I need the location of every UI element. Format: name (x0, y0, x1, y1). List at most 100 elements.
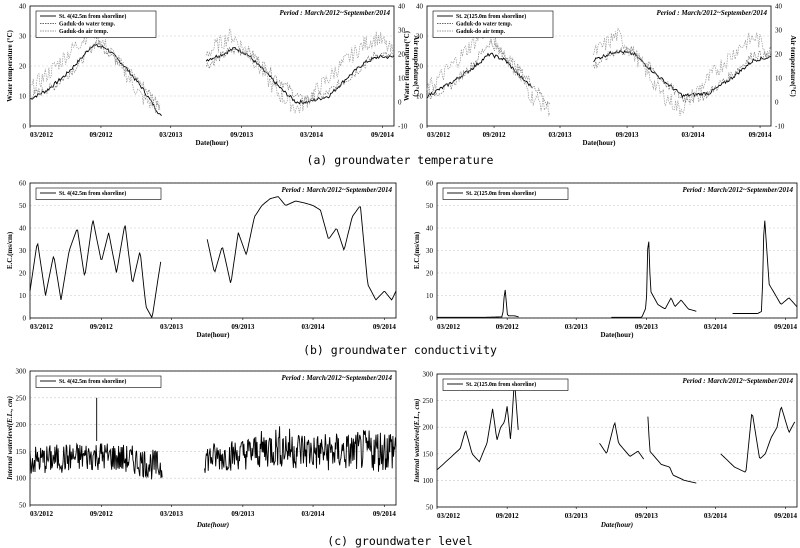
x-tick-label: 09/2013 (635, 323, 658, 331)
y-tick-label: 20 (19, 270, 27, 278)
caption-a: (a) groundwater temperature (307, 153, 494, 167)
x-tick-label: 03/2012 (427, 131, 450, 139)
plot-frame (436, 373, 798, 508)
legend-label: Gaduk-do water temp. (59, 22, 116, 28)
period-label: Period : March/2012~September/2014 (682, 377, 793, 385)
x-tick-label: 03/2013 (565, 323, 588, 331)
x-axis-title: Date(hour) (582, 139, 616, 147)
x-tick-label: 09/2012 (496, 323, 519, 331)
y-tick-label: 100 (16, 475, 27, 483)
x-tick-label: 03/2012 (30, 510, 53, 518)
y-tick-label: 30 (416, 33, 424, 41)
x-tick-label: 09/2014 (774, 323, 797, 331)
legend-label: St. 2(125.0m from shoreline) (466, 190, 536, 197)
x-tick-label: 09/2014 (774, 512, 797, 520)
y-tick-label: 20 (19, 63, 27, 71)
y-tick-label: 50 (426, 504, 434, 512)
y-right-tick-label: 20 (775, 51, 783, 59)
y-right-tick-label: 10 (775, 75, 783, 83)
y-right-tick-label: -10 (398, 123, 408, 131)
x-tick-label: 09/2013 (635, 512, 658, 520)
series-line-2 (29, 39, 161, 110)
series-line-1 (611, 241, 697, 318)
y-right-tick-label: 30 (775, 27, 783, 35)
y-tick-label: 40 (19, 225, 27, 233)
series-line-1 (732, 220, 798, 314)
legend-label: Gaduk-do air temp. (59, 29, 109, 35)
y-tick-label: 10 (19, 292, 27, 300)
y-axis-title: Internal waterlevel(E.L., cm) (413, 399, 421, 484)
x-axis-title: Date(hour) (195, 139, 229, 147)
y-right-tick-label: 10 (398, 75, 406, 83)
series-line-3 (593, 27, 772, 116)
y-tick-label: 50 (19, 202, 27, 210)
series-line-2 (593, 45, 772, 104)
y-right-tick-label: 0 (398, 99, 402, 107)
series-line-3 (29, 23, 161, 114)
y-tick-label: 150 (423, 450, 434, 458)
y-tick-label: 10 (416, 93, 424, 101)
series-line-3 (426, 24, 551, 117)
period-label: Period : March/2012~September/2014 (281, 374, 392, 382)
caption-b: (b) groundwater conductivity (303, 343, 497, 357)
y-axis-title: E.C.(ms/cm) (6, 231, 14, 269)
x-tick-label: 03/2014 (302, 323, 325, 331)
x-tick-label: 03/2014 (704, 512, 727, 520)
period-label: Period : March/2012~September/2014 (682, 186, 793, 194)
x-tick-label: 09/2014 (749, 131, 772, 139)
legend-box (35, 187, 162, 200)
y-axis-title: Water temperature (°C) (6, 29, 14, 101)
x-tick-label: 03/2012 (30, 131, 53, 139)
y-tick-label: 0 (23, 123, 27, 131)
legend-label: St. 2(125.0m from shoreline) (466, 381, 536, 388)
plot-frame (29, 182, 397, 319)
series-line-1 (426, 52, 533, 99)
y-right-axis-title: Air temperature(°C) (789, 35, 797, 97)
legend-box (35, 375, 162, 388)
plot-frame (436, 182, 798, 319)
y-tick-label: 300 (16, 368, 27, 376)
x-tick-label: 03/2012 (437, 323, 460, 331)
x-tick-label: 03/2013 (565, 512, 588, 520)
y-axis-title: Internal waterlevel(E.L., cm) (6, 396, 14, 481)
series-line-1 (29, 43, 162, 117)
chart-panel-3: 0 10 20 30 40 50 60 03/2012 09/2012 03/2013 09/201… (6, 180, 397, 339)
chart-panel-4: 0 10 20 30 40 50 60 03/2012 09/2012 03/2013 09/201… (413, 180, 798, 340)
legend-label: Gaduk-do air temp. (456, 29, 506, 35)
y-tick-label: 250 (16, 394, 27, 402)
plot-frame (29, 370, 397, 506)
series-line-1 (29, 442, 163, 480)
x-tick-label: 09/2012 (496, 512, 519, 520)
x-tick-label: 03/2013 (160, 323, 183, 331)
y-tick-label: 250 (423, 397, 434, 405)
y-tick-label: 20 (426, 270, 434, 278)
y-tick-label: 100 (423, 477, 434, 485)
y-tick-label: 150 (16, 448, 27, 456)
series-line-1 (599, 421, 645, 460)
x-tick-label: 03/2013 (160, 510, 183, 518)
series-line-1 (647, 416, 697, 484)
series-line-1 (436, 385, 519, 471)
legend-label: St. 4(42.5m from shoreline) (59, 190, 126, 197)
x-tick-label: 09/2013 (616, 131, 639, 139)
x-tick-label: 03/2013 (159, 131, 182, 139)
y-axis-title: Water temperature(°C) (403, 30, 411, 101)
x-tick-label: 09/2013 (231, 323, 254, 331)
series-line-1 (593, 49, 772, 99)
chart-panel-5: 50 100 150 200 250 300 03/2012 09/2012 03/2013 09… (6, 368, 397, 529)
legend-box (35, 10, 157, 38)
legend-box (432, 10, 554, 38)
x-tick-label: 09/2014 (371, 131, 394, 139)
legend-label: Gaduk-do water temp. (456, 22, 513, 28)
y-tick-label: 10 (426, 292, 434, 300)
x-axis-title: Date(hour) (196, 331, 230, 339)
x-tick-label: 09/2012 (89, 131, 112, 139)
legend-label: St. 4(42.5m from shoreline) (59, 13, 126, 20)
period-label: Period : March/2012~September/2014 (281, 186, 392, 194)
y-tick-label: 0 (23, 315, 27, 323)
y-tick-label: 40 (19, 3, 27, 11)
series-line-1 (437, 289, 519, 318)
x-tick-label: 03/2014 (704, 323, 727, 331)
x-tick-label: 03/2013 (549, 131, 572, 139)
y-tick-label: 200 (16, 421, 27, 429)
